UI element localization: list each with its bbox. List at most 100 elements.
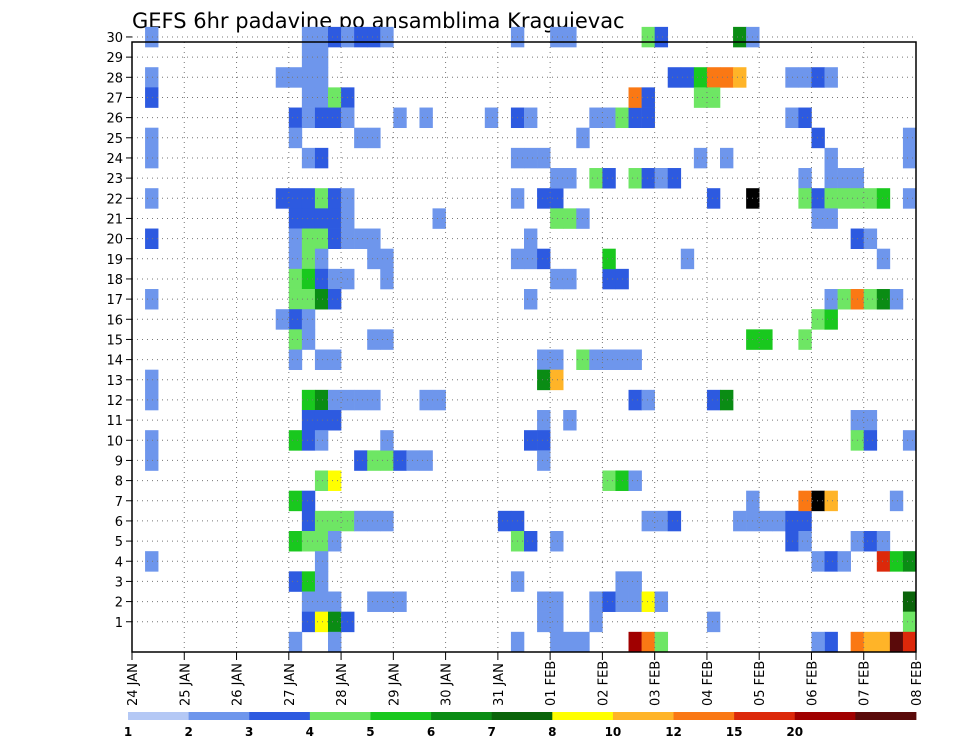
y-tick-label: 16 — [106, 313, 123, 328]
y-tick-label: 2 — [115, 596, 123, 611]
grid-lines — [132, 36, 916, 652]
y-tick-label: 28 — [106, 71, 123, 86]
heatmap-cell — [733, 26, 747, 48]
heatmap-cell — [550, 611, 564, 633]
y-tick-label: 19 — [106, 253, 123, 268]
heatmap-cell — [314, 611, 329, 633]
heatmap-cell — [837, 188, 851, 209]
heatmap-cell — [367, 127, 381, 149]
heatmap-cell — [733, 510, 747, 532]
heatmap-cell — [602, 591, 616, 612]
heatmap-cell — [367, 450, 381, 471]
heatmap-cell — [628, 349, 642, 370]
heatmap-cell — [288, 67, 303, 88]
heatmap-cell — [288, 188, 303, 209]
heatmap-cell — [550, 208, 564, 229]
y-axis-ticks: 1234567891011121314151617181920212223242… — [106, 31, 132, 631]
heatmap-cell — [589, 591, 603, 612]
heatmap-cell — [772, 510, 786, 532]
heatmap-cell — [288, 248, 303, 270]
y-tick-label: 9 — [115, 454, 123, 469]
heatmap-cell — [824, 631, 838, 653]
y-tick-label: 4 — [115, 555, 123, 570]
heatmap-cell — [628, 631, 642, 653]
y-tick-label: 18 — [106, 273, 123, 288]
heatmap-cell — [563, 631, 577, 653]
heatmap-cell — [537, 430, 551, 451]
y-tick-label: 12 — [106, 394, 123, 409]
heatmap-cell — [628, 591, 642, 612]
heatmap-cell — [720, 67, 734, 88]
heatmap-cell — [301, 309, 316, 330]
heatmap-cell — [811, 188, 825, 209]
heatmap-cell — [301, 107, 316, 129]
heatmap-cell — [863, 289, 878, 310]
heatmap-cell — [889, 289, 904, 310]
heatmap-cell — [811, 127, 825, 149]
heatmap-cell — [354, 450, 368, 471]
heatmap-cell — [288, 127, 303, 149]
heatmap-cell — [367, 228, 381, 249]
heatmap-cell — [654, 510, 669, 532]
x-tick-label: 01 FEB — [544, 661, 559, 706]
heatmap-cell — [706, 188, 721, 209]
heatmap-cell — [145, 228, 159, 249]
heatmap-cell — [524, 531, 538, 552]
heatmap-cell — [654, 168, 669, 189]
heatmap-cell — [301, 67, 316, 88]
heatmap-cell — [811, 631, 825, 653]
heatmap-cell — [328, 87, 342, 108]
x-tick-label: 26 JAN — [231, 663, 246, 706]
heatmap-cell — [837, 168, 851, 189]
heatmap-cell — [288, 329, 303, 350]
heatmap-cell — [641, 87, 655, 108]
heatmap-cell — [145, 147, 159, 169]
heatmap-cell — [798, 168, 812, 189]
heatmap-cell — [550, 188, 564, 209]
heatmap-cell — [720, 147, 734, 169]
heatmap-cell — [484, 107, 499, 129]
colorbar-swatch — [552, 712, 614, 720]
heatmap-cell — [145, 127, 159, 149]
heatmap-cell — [537, 410, 551, 431]
y-tick-label: 1 — [115, 616, 123, 631]
heatmap-cell — [328, 591, 342, 612]
heatmap-cell — [628, 87, 642, 108]
heatmap-cell — [798, 188, 812, 209]
y-tick-label: 29 — [106, 51, 123, 66]
heatmap-cell — [641, 631, 655, 653]
y-tick-label: 5 — [115, 535, 123, 550]
heatmap-cell — [589, 611, 603, 633]
heatmap-cell — [550, 591, 564, 612]
heatmap-cell — [876, 531, 891, 552]
heatmap-cell — [589, 349, 603, 370]
heatmap-cell — [798, 329, 812, 350]
heatmap-cell — [354, 510, 368, 532]
heatmap-cell — [288, 430, 303, 451]
heatmap-cell — [824, 490, 838, 512]
heatmap-cell — [537, 450, 551, 471]
heatmap-cell — [145, 67, 159, 88]
heatmap-cell — [759, 510, 773, 532]
colorbar-tick-label: 5 — [366, 725, 374, 739]
heatmap-cell — [667, 510, 682, 532]
heatmap-cell — [145, 389, 159, 411]
heatmap-cell — [889, 631, 904, 653]
heatmap-cell — [811, 551, 825, 572]
heatmap-cell — [145, 450, 159, 471]
heatmap-cell — [641, 168, 655, 189]
heatmap-cell — [824, 168, 838, 189]
heatmap-cell — [380, 268, 394, 290]
heatmap-cell — [798, 510, 812, 532]
heatmap-cell — [288, 490, 303, 512]
heatmap-cell — [288, 349, 303, 370]
heatmap-cell — [328, 389, 342, 411]
heatmap-cell — [550, 349, 564, 370]
heatmap-cell — [419, 389, 433, 411]
heatmap-cell — [863, 430, 878, 451]
heatmap-cell — [314, 349, 329, 370]
heatmap-cell — [706, 611, 721, 633]
heatmap-cell — [301, 430, 316, 451]
heatmap-cell — [602, 168, 616, 189]
